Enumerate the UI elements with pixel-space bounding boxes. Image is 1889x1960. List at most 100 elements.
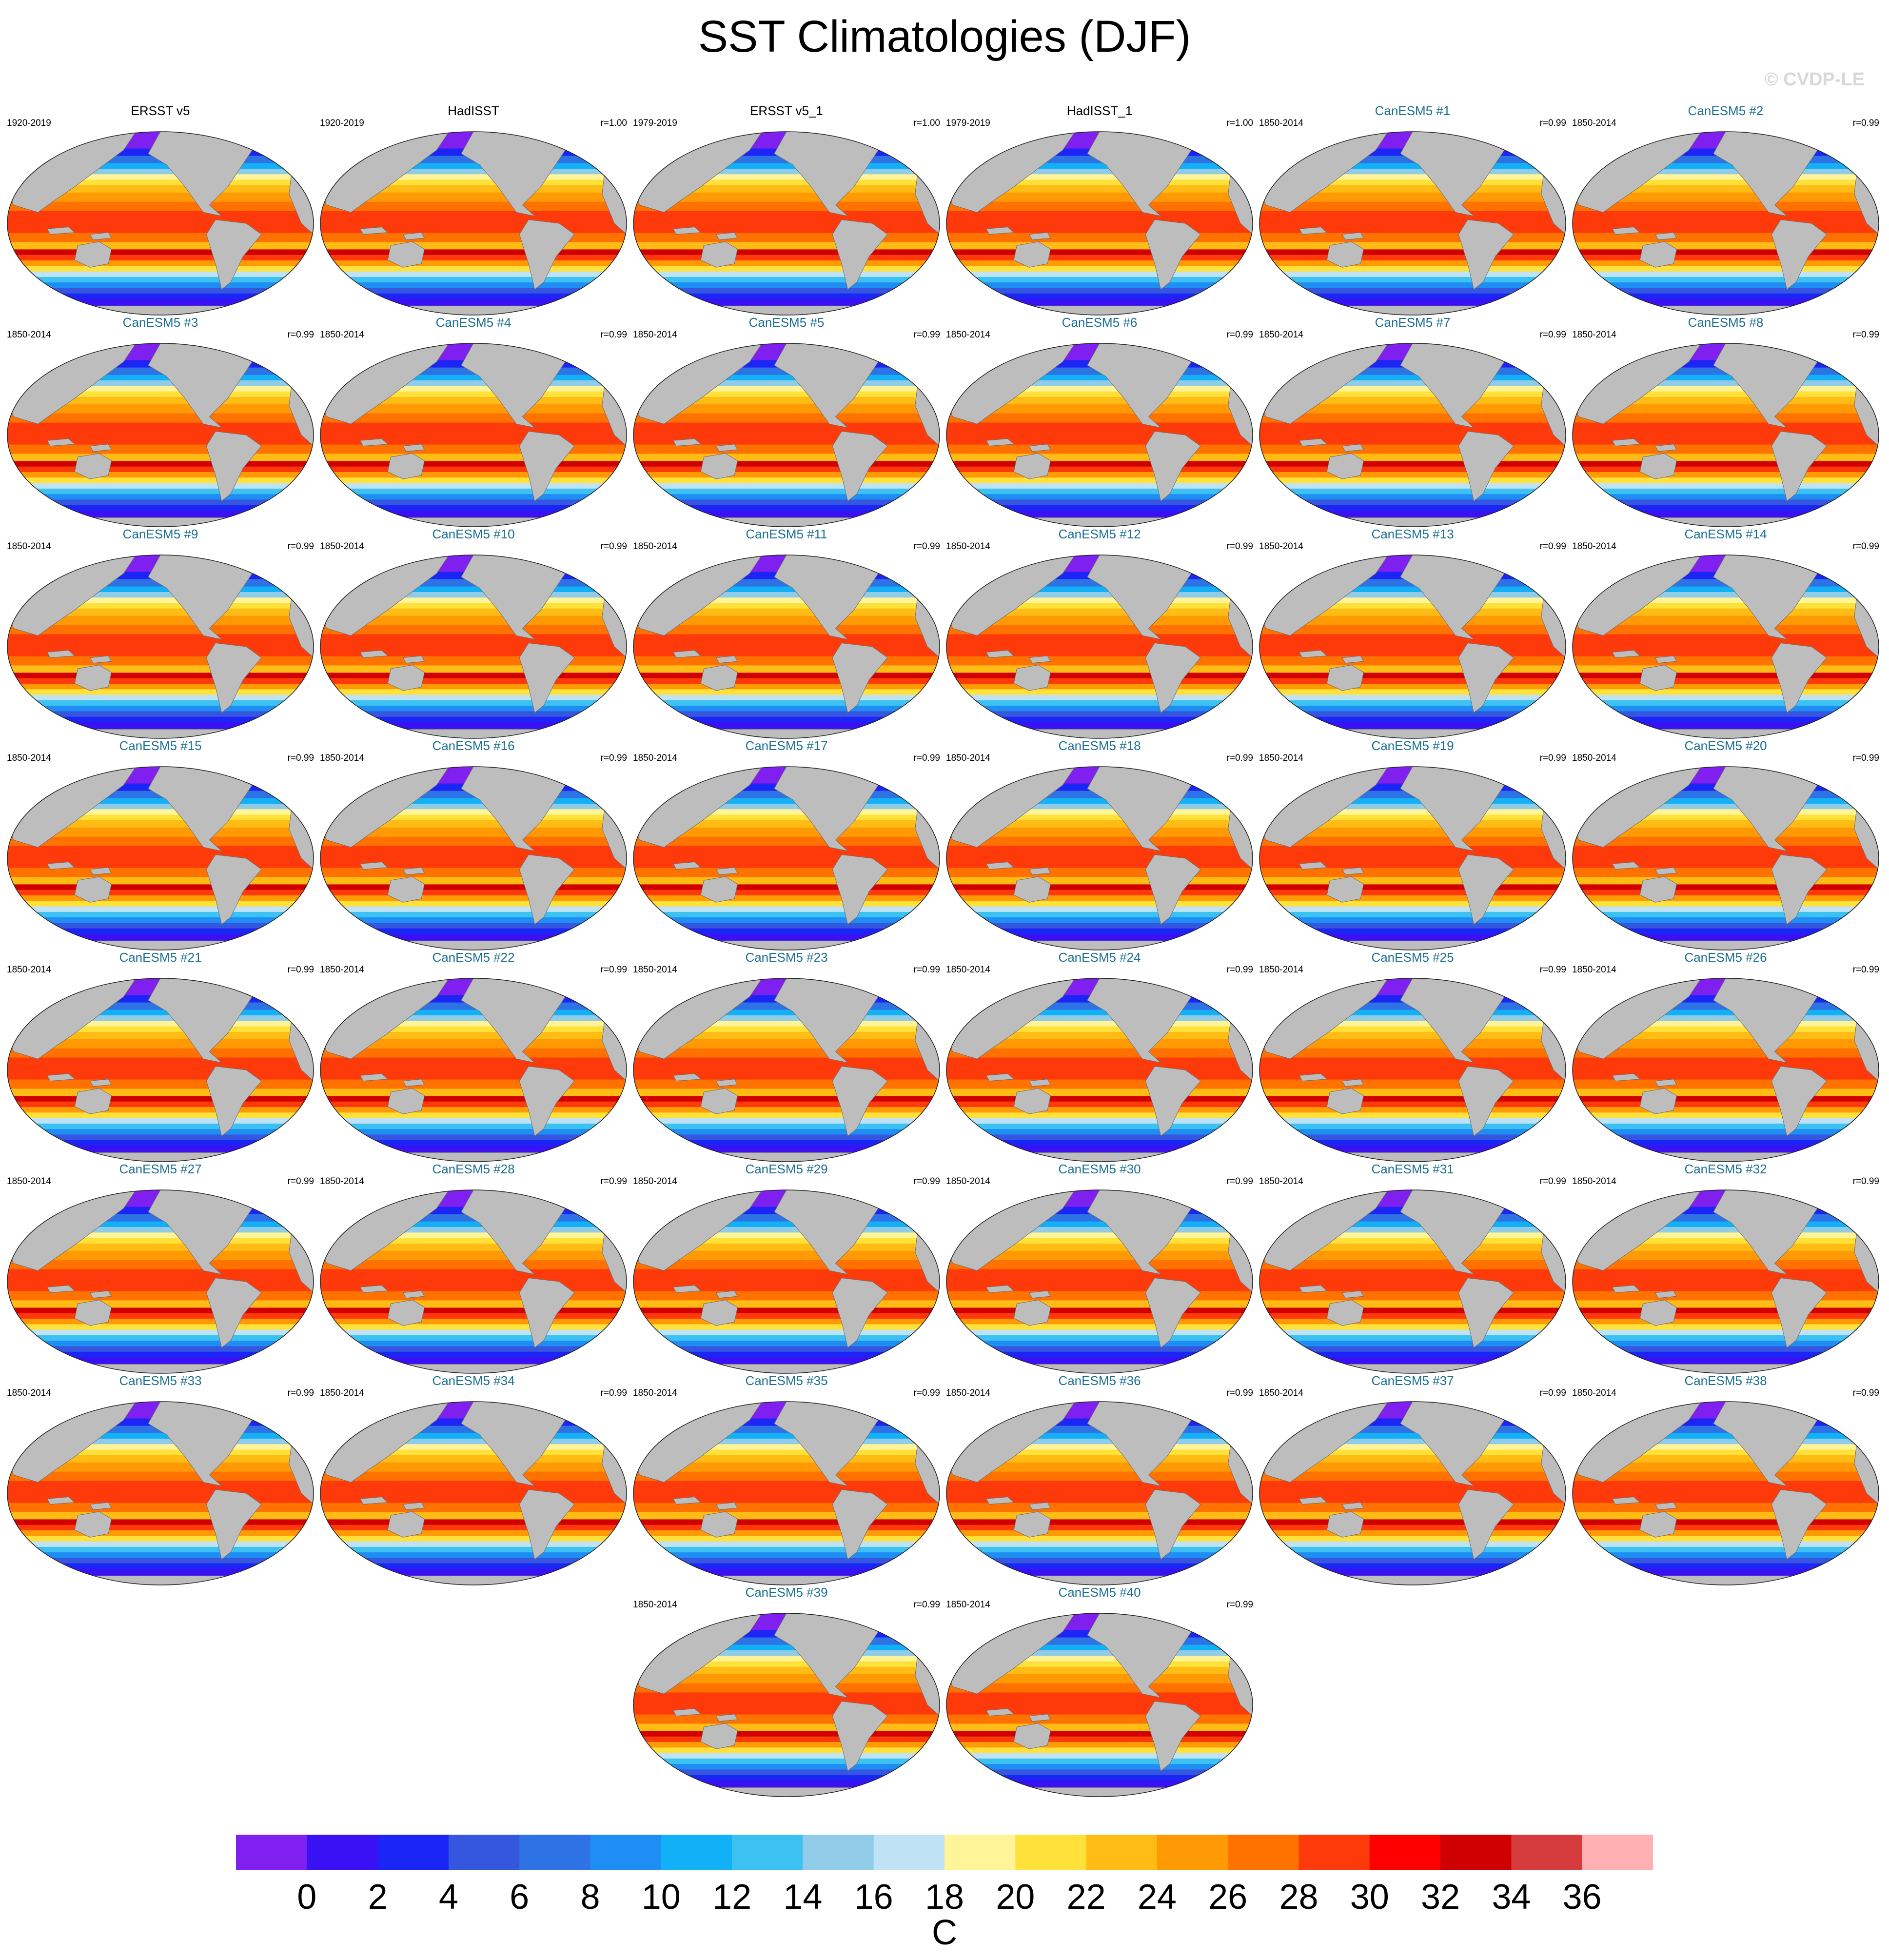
- sst-band: [1573, 906, 1879, 912]
- land-mass: [1612, 650, 1641, 658]
- map-outline: [633, 554, 940, 739]
- sst-band: [633, 1101, 940, 1107]
- land-mass: [338, 729, 609, 738]
- sst-band: [7, 482, 314, 489]
- sst-band: [946, 472, 1253, 478]
- sst-band: [633, 1780, 940, 1788]
- colorbar-swatch: [1440, 1835, 1512, 1870]
- sst-map: [1259, 1401, 1566, 1585]
- map-panel: CanESM5 #15 1850-2014 r=0.99: [4, 738, 317, 950]
- sst-map: [7, 554, 314, 739]
- sst-band: [633, 241, 940, 250]
- sst-band: [633, 700, 940, 706]
- sst-band: [633, 185, 940, 193]
- colorbar-tick-label: 2: [368, 1878, 388, 1917]
- land-mass: [574, 132, 606, 154]
- sst-band: [320, 504, 627, 511]
- sst-band: [1573, 1243, 1879, 1251]
- land-mass: [832, 854, 888, 925]
- land-mass: [985, 1073, 1015, 1082]
- sst-band: [320, 1524, 627, 1530]
- sst-band: [633, 1329, 940, 1335]
- sst-band: [946, 396, 1253, 404]
- sst-band: [946, 665, 1253, 673]
- sst-map: [633, 131, 940, 316]
- sst-band: [1259, 1346, 1566, 1352]
- map-outline: [633, 978, 940, 1162]
- panel-years: 1850-2014: [1572, 330, 1616, 340]
- sst-band: [320, 488, 627, 495]
- sst-band: [7, 192, 314, 202]
- sst-band: [633, 1563, 940, 1569]
- colorbar-tick-label: 14: [783, 1878, 823, 1917]
- sst-band: [633, 1039, 940, 1049]
- colorbar-swatch: [873, 1835, 945, 1870]
- land-mass: [1591, 940, 1861, 950]
- sst-band: [1573, 876, 1879, 885]
- sst-map: [320, 1401, 627, 1585]
- land-mass: [672, 438, 702, 447]
- sst-band: [633, 1026, 940, 1032]
- sst-band: [946, 1674, 1253, 1683]
- sst-band: [946, 889, 1253, 895]
- sst-band: [946, 1112, 1253, 1118]
- sst-map: [7, 1189, 314, 1374]
- land-mass: [700, 1511, 738, 1538]
- sst-band: [946, 1758, 1253, 1764]
- sst-band: [946, 602, 1253, 609]
- sst-band: [7, 1552, 314, 1558]
- sst-band: [633, 1471, 940, 1481]
- sst-band: [320, 391, 627, 397]
- sst-band: [1573, 396, 1879, 404]
- map-panel: CanESM5 #34 1850-2014 r=0.99: [317, 1373, 630, 1585]
- land-mass: [338, 1364, 609, 1373]
- sst-band: [633, 1769, 940, 1775]
- sst-band: [633, 298, 940, 306]
- sst-band: [633, 917, 940, 923]
- sst-band: [633, 271, 940, 277]
- sst-band: [946, 1088, 1253, 1096]
- sst-band: [1573, 615, 1879, 625]
- land-mass: [832, 1701, 888, 1772]
- land-mass: [359, 861, 389, 870]
- land-mass: [1013, 876, 1051, 903]
- land-mass: [1326, 241, 1364, 268]
- sst-band: [320, 192, 627, 202]
- map-outline: [633, 1189, 940, 1374]
- sst-band: [7, 260, 314, 266]
- land-mass: [1771, 642, 1827, 713]
- colorbar-swatch: [944, 1835, 1016, 1870]
- sst-band: [946, 1511, 1253, 1520]
- sst-band: [633, 1340, 940, 1346]
- sst-band: [633, 1674, 940, 1683]
- map-panel: CanESM5 #18 1850-2014 r=0.99: [943, 738, 1256, 950]
- sst-band: [320, 1511, 627, 1520]
- sst-band: [633, 482, 940, 489]
- sst-band: [946, 814, 1253, 820]
- panel-title: HadISST: [448, 103, 499, 118]
- sst-band: [320, 1312, 627, 1319]
- sst-band: [1259, 293, 1566, 299]
- sst-band: [633, 453, 940, 461]
- map-panel: CanESM5 #27 1850-2014 r=0.99: [4, 1162, 317, 1374]
- map-panel: CanESM5 #8 1850-2014 r=0.99: [1569, 315, 1882, 527]
- sst-band: [946, 1324, 1253, 1330]
- sst-band: [320, 472, 627, 478]
- sst-band: [7, 1357, 314, 1365]
- land-mass: [1028, 867, 1051, 875]
- map-panel: CanESM5 #25 1850-2014 r=0.99: [1256, 950, 1569, 1162]
- land-mass: [359, 650, 389, 658]
- sst-band: [1259, 1307, 1566, 1313]
- panel-years: 1850-2014: [1572, 1176, 1616, 1187]
- colorbar-tick-label: 34: [1492, 1878, 1531, 1917]
- sst-band: [1573, 1123, 1879, 1129]
- land-mass: [387, 1300, 425, 1326]
- sst-band: [1259, 1117, 1566, 1124]
- sst-band: [1573, 814, 1879, 820]
- colorbar-tick-label: 4: [438, 1878, 458, 1917]
- sst-band: [1259, 201, 1566, 211]
- sst-band: [7, 1557, 314, 1564]
- map-panel: CanESM5 #10 1850-2014 r=0.99: [317, 527, 630, 739]
- sst-band: [946, 906, 1253, 912]
- land-mass: [359, 1073, 389, 1082]
